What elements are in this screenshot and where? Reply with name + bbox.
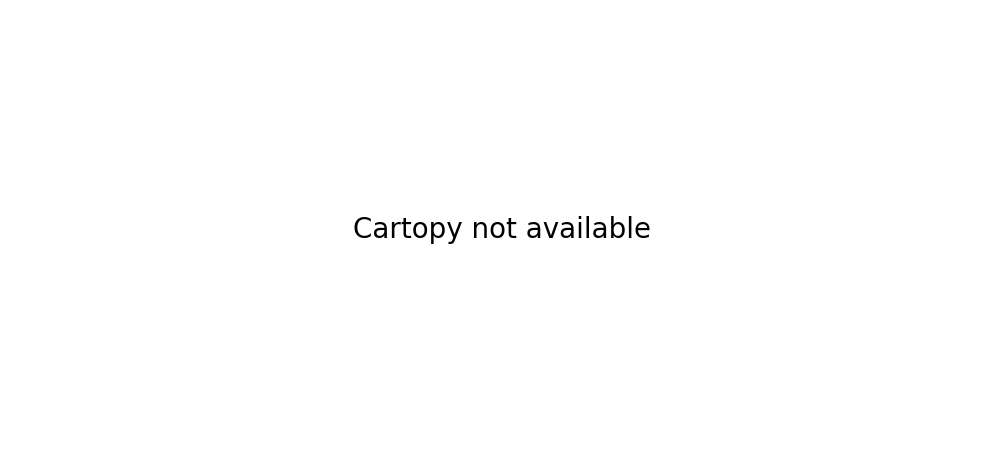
Text: Cartopy not available: Cartopy not available [353, 216, 650, 243]
